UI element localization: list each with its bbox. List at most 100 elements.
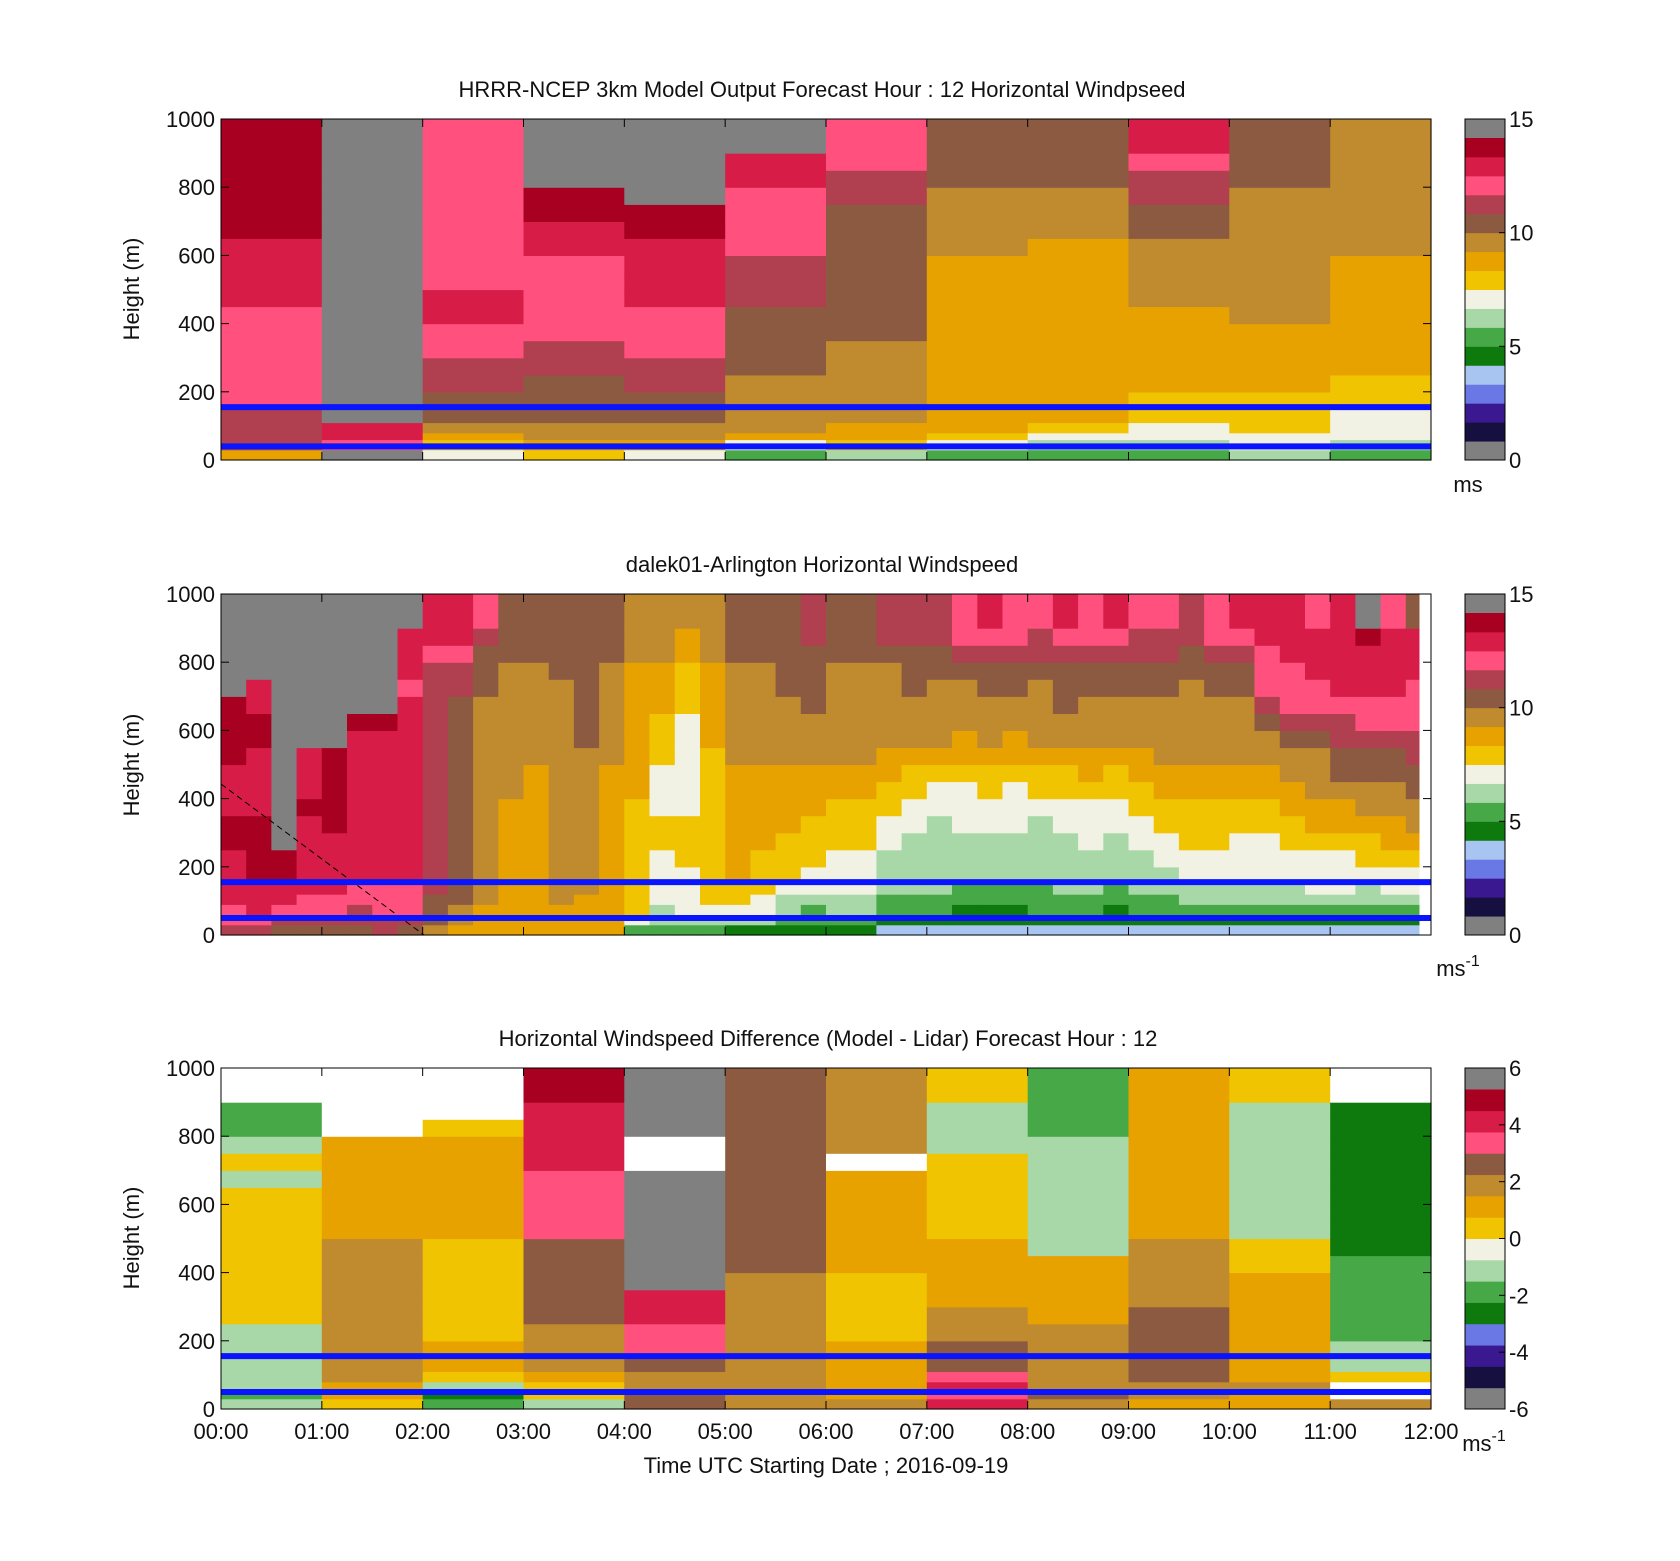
heatmap-cell xyxy=(347,883,373,895)
heatmap-cell xyxy=(1078,628,1104,646)
heatmap-cell xyxy=(1027,340,1130,359)
heatmap-cell xyxy=(1254,894,1281,905)
heatmap-cell xyxy=(221,1136,323,1154)
heatmap-cell xyxy=(1279,832,1306,851)
heatmap-cell xyxy=(422,730,449,749)
heatmap-cell xyxy=(826,357,928,376)
heatmap-cell xyxy=(901,679,928,697)
y-tick-label: 400 xyxy=(178,787,215,812)
heatmap-cell xyxy=(523,894,550,905)
heatmap-cell xyxy=(649,904,676,916)
heatmap-cell xyxy=(1002,883,1029,895)
heatmap-cell xyxy=(1279,696,1306,714)
heatmap-cell xyxy=(800,713,827,731)
heatmap-cell xyxy=(573,662,600,680)
heatmap-cell xyxy=(1330,1381,1432,1390)
heatmap-cell xyxy=(296,764,323,783)
heatmap-cell xyxy=(271,764,298,783)
heatmap-cell xyxy=(573,781,600,800)
heatmap-cell xyxy=(926,408,1029,424)
heatmap-cell xyxy=(246,662,272,680)
colorbar-tick-label: 5 xyxy=(1509,334,1521,359)
heatmap-cell xyxy=(221,662,247,680)
heatmap-cell xyxy=(221,645,247,663)
heatmap-cell xyxy=(1078,904,1104,916)
heatmap-cell xyxy=(321,849,348,868)
heatmap-cell xyxy=(221,357,323,376)
colorbar-tick-label: 4 xyxy=(1509,1113,1521,1138)
heatmap-cell xyxy=(700,730,726,749)
heatmap-cell xyxy=(397,894,424,905)
heatmap-cell xyxy=(1254,713,1281,731)
heatmap-cell xyxy=(599,904,625,916)
heatmap-cell xyxy=(926,422,1029,434)
heatmap-cell xyxy=(372,849,399,868)
heatmap-cell xyxy=(221,679,247,697)
colorbar-segment xyxy=(1465,119,1505,138)
heatmap-cell xyxy=(1052,696,1079,714)
heatmap-cell xyxy=(674,747,701,766)
heatmap-cell xyxy=(1229,894,1256,905)
heatmap-cell xyxy=(523,289,625,308)
y-tick-label: 600 xyxy=(178,243,215,268)
heatmap-cell xyxy=(649,645,676,663)
heatmap-cell xyxy=(321,153,424,171)
heatmap-cell xyxy=(926,645,953,663)
heatmap-cell xyxy=(422,153,525,171)
x-tick-label: 01:00 xyxy=(294,1419,349,1444)
heatmap-cell xyxy=(851,645,877,663)
heatmap-cell xyxy=(1103,832,1130,851)
heatmap-cell xyxy=(725,894,751,905)
heatmap-cell xyxy=(750,594,777,629)
heatmap-cell xyxy=(1405,764,1420,783)
heatmap-cell xyxy=(1204,894,1230,905)
heatmap-cell xyxy=(1027,1119,1130,1137)
heatmap-cell xyxy=(901,713,928,731)
panel-lidar-y-ticks: 0 200 400 600 800 1000 xyxy=(166,582,1431,948)
heatmap-cell xyxy=(624,1272,726,1291)
y-tick-label: 400 xyxy=(178,1261,215,1286)
heatmap-cell xyxy=(977,662,1004,680)
heatmap-cell xyxy=(826,1187,928,1205)
heatmap-cell xyxy=(649,883,676,895)
heatmap-cell xyxy=(321,1272,424,1291)
heatmap-cell xyxy=(422,894,449,905)
heatmap-cell xyxy=(1405,924,1420,936)
heatmap-cell xyxy=(1178,594,1205,629)
heatmap-cell xyxy=(1027,1136,1130,1154)
heatmap-cell xyxy=(321,1204,424,1222)
heatmap-cell xyxy=(1229,1289,1331,1308)
heatmap-cell xyxy=(1330,289,1432,308)
heatmap-cell xyxy=(725,1170,827,1188)
heatmap-cell xyxy=(1027,1204,1130,1222)
heatmap-cell xyxy=(725,1136,827,1154)
heatmap-cell xyxy=(599,679,625,697)
heatmap-cell xyxy=(1128,153,1230,171)
heatmap-cell xyxy=(725,432,827,441)
heatmap-cell xyxy=(926,170,1029,188)
heatmap-cell xyxy=(649,924,676,936)
heatmap-cell xyxy=(800,679,827,697)
heatmap-cell xyxy=(1330,187,1432,205)
heatmap-cell xyxy=(826,422,928,434)
heatmap-cell xyxy=(1052,894,1079,905)
heatmap-cell xyxy=(1204,645,1230,663)
heatmap-cell xyxy=(725,374,827,393)
heatmap-cell xyxy=(901,645,928,663)
heatmap-cell xyxy=(1128,422,1230,434)
heatmap-cell xyxy=(397,594,424,629)
heatmap-cell xyxy=(347,815,373,834)
heatmap-cell xyxy=(1229,696,1256,714)
heatmap-cell xyxy=(725,1238,827,1257)
heatmap-cell xyxy=(1330,1170,1432,1188)
heatmap-cell xyxy=(926,679,953,697)
heatmap-cell xyxy=(447,904,474,916)
heatmap-cell xyxy=(523,1204,625,1222)
heatmap-cell xyxy=(826,306,928,325)
heatmap-cell xyxy=(926,374,1029,393)
heatmap-cell xyxy=(901,924,928,936)
heatmap-cell xyxy=(422,662,449,680)
heatmap-cell xyxy=(1330,357,1432,376)
heatmap-cell xyxy=(397,645,424,663)
heatmap-cell xyxy=(523,408,625,424)
